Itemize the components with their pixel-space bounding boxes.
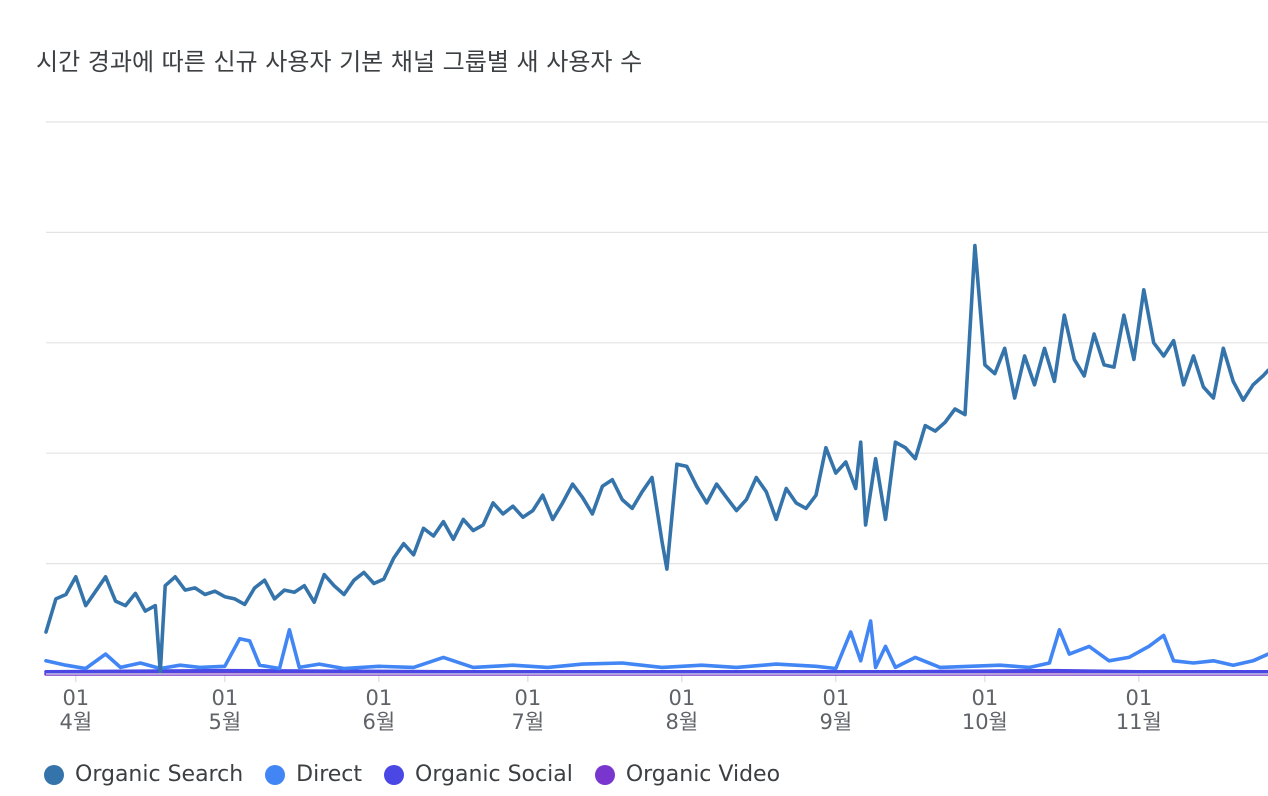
legend-item-direct[interactable]: Direct: [265, 762, 362, 787]
legend-label-organic-video: Organic Video: [625, 762, 781, 787]
x-tick-month-label: 4월: [59, 710, 92, 734]
legend-swatch-organic-social: [384, 764, 405, 785]
series-line-direct: [44, 619, 1268, 671]
x-tick-day-label: 01: [62, 686, 89, 710]
x-tick-month-label: 8월: [665, 710, 698, 734]
x-tick-month-label: 9월: [819, 710, 852, 734]
legend-item-organic-search[interactable]: Organic Search: [44, 762, 243, 787]
x-tick-month-label: 11월: [1116, 710, 1162, 734]
series-line-organic-social: [44, 668, 1268, 674]
x-tick-day-label: 01: [971, 686, 998, 710]
legend-label-organic-search: Organic Search: [75, 762, 244, 787]
x-tick-month-label: 10월: [962, 710, 1008, 734]
x-tick-day-label: 01: [822, 686, 849, 710]
x-tick-month-label: 7월: [512, 710, 545, 734]
legend-item-organic-video[interactable]: Organic Video: [594, 762, 781, 787]
series-line-organic-search: [44, 243, 1268, 674]
legend-item-organic-social[interactable]: Organic Social: [384, 762, 573, 787]
x-tick-day-label: 01: [514, 686, 541, 710]
legend-label-direct: Direct: [296, 762, 363, 787]
legend-swatch-organic-search: [44, 764, 64, 785]
legend-label-organic-social: Organic Social: [415, 762, 573, 787]
x-tick-day-label: 01: [1125, 686, 1152, 710]
x-tick-day-label: 01: [365, 686, 392, 710]
chart-title: 시간 경과에 따른 신규 사용자 기본 채널 그룹별 새 사용자 수: [36, 48, 643, 76]
x-tick-month-label: 6월: [362, 710, 395, 734]
x-tick-month-label: 5월: [208, 710, 241, 734]
legend-swatch-organic-video: [594, 764, 615, 785]
x-tick-day-label: 01: [211, 686, 238, 710]
x-tick-day-label: 01: [668, 686, 695, 710]
legend-swatch-direct: [265, 764, 286, 785]
chart-legend: Organic Search Direct Organic Social Org…: [44, 762, 802, 787]
